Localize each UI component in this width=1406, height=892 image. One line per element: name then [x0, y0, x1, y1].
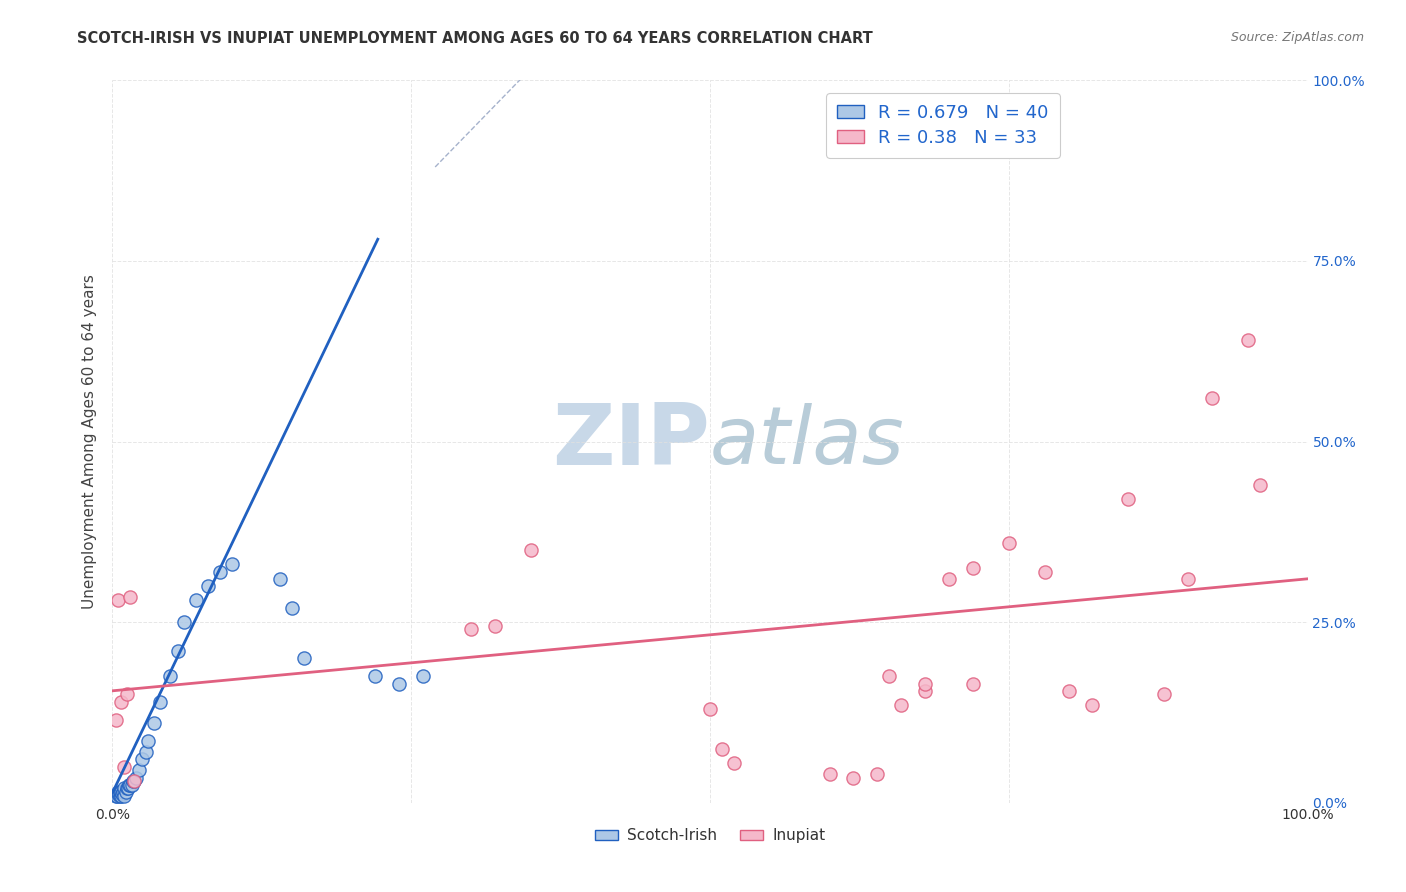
Point	[118, 778, 141, 792]
Point	[135, 745, 157, 759]
Point	[149, 695, 172, 709]
Point	[1118, 492, 1140, 507]
Point	[121, 778, 143, 792]
Point	[914, 676, 936, 690]
Point	[125, 771, 148, 785]
Point	[269, 572, 291, 586]
Point	[914, 683, 936, 698]
Point	[818, 767, 841, 781]
Point	[114, 781, 135, 796]
Point	[117, 781, 139, 796]
Point	[281, 600, 304, 615]
Point	[173, 615, 195, 630]
Point	[131, 752, 153, 766]
Point	[962, 561, 984, 575]
Point	[110, 695, 132, 709]
Point	[484, 619, 506, 633]
Point	[879, 669, 901, 683]
Point	[938, 572, 960, 586]
Text: SCOTCH-IRISH VS INUPIAT UNEMPLOYMENT AMONG AGES 60 TO 64 YEARS CORRELATION CHART: SCOTCH-IRISH VS INUPIAT UNEMPLOYMENT AMO…	[77, 31, 873, 46]
Point	[107, 785, 129, 799]
Point	[1153, 687, 1175, 701]
Point	[520, 542, 543, 557]
Point	[105, 713, 128, 727]
Point	[107, 787, 129, 801]
Point	[460, 623, 482, 637]
Point	[866, 767, 889, 781]
Point	[105, 789, 128, 803]
Point	[111, 787, 134, 801]
Point	[1177, 572, 1199, 586]
Point	[108, 789, 131, 803]
Point	[115, 687, 138, 701]
Point	[122, 774, 145, 789]
Point	[107, 593, 129, 607]
Point	[364, 669, 387, 683]
Point	[197, 579, 219, 593]
Point	[110, 785, 132, 799]
Point	[1081, 698, 1104, 713]
Point	[115, 781, 138, 796]
Point	[114, 760, 135, 774]
Point	[1201, 391, 1223, 405]
Point	[108, 785, 131, 799]
Point	[121, 774, 143, 789]
Point	[412, 669, 434, 683]
Point	[1249, 478, 1271, 492]
Legend: Scotch-Irish, Inupiat: Scotch-Irish, Inupiat	[589, 822, 831, 849]
Point	[167, 644, 190, 658]
Text: Source: ZipAtlas.com: Source: ZipAtlas.com	[1230, 31, 1364, 45]
Point	[120, 590, 142, 604]
Point	[221, 558, 243, 572]
Point	[699, 702, 721, 716]
Point	[114, 785, 136, 799]
Point	[842, 771, 865, 785]
Point	[143, 716, 166, 731]
Point	[998, 535, 1021, 549]
Point	[723, 756, 745, 770]
Point	[105, 789, 128, 803]
Point	[128, 764, 150, 778]
Point	[138, 734, 160, 748]
Point	[186, 593, 208, 607]
Text: atlas: atlas	[710, 402, 905, 481]
Point	[711, 741, 734, 756]
Point	[1033, 565, 1056, 579]
Point	[209, 565, 232, 579]
Point	[120, 778, 142, 792]
Point	[110, 789, 132, 803]
Text: ZIP: ZIP	[553, 400, 710, 483]
Point	[1237, 334, 1260, 348]
Point	[112, 785, 135, 799]
Point	[122, 774, 145, 789]
Y-axis label: Unemployment Among Ages 60 to 64 years: Unemployment Among Ages 60 to 64 years	[82, 274, 97, 609]
Point	[962, 676, 984, 690]
Point	[388, 676, 411, 690]
Point	[1057, 683, 1080, 698]
Point	[890, 698, 912, 713]
Point	[292, 651, 315, 665]
Point	[114, 789, 135, 803]
Point	[159, 669, 181, 683]
